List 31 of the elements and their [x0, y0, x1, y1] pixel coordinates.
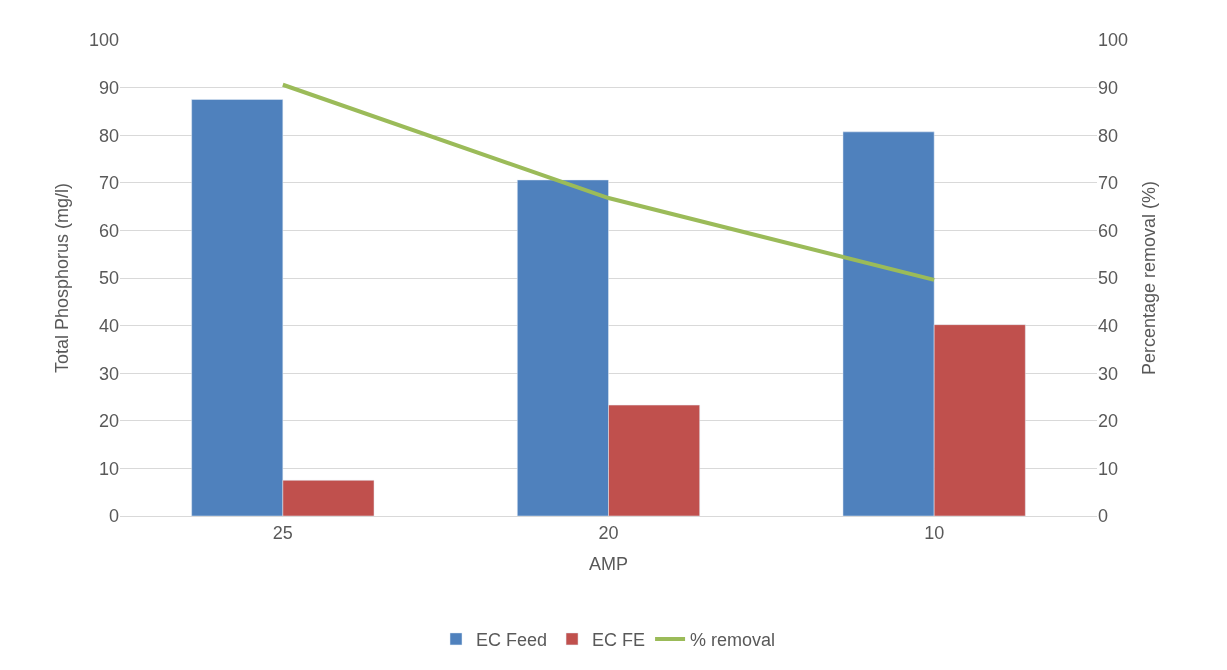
y2-tick-label: 100	[1098, 30, 1129, 51]
y-tick-label: 70	[98, 173, 119, 194]
y2-tick-label: 30	[1098, 363, 1119, 384]
y-tick-label: 40	[98, 315, 119, 336]
y-axis-title: Total Phosphorus (mg/l)	[52, 182, 73, 374]
y2-tick-label: 80	[1098, 125, 1119, 146]
y-tick-label: 30	[98, 363, 119, 384]
y-tick-label: 60	[98, 220, 119, 241]
legend-label: % removal	[690, 629, 776, 650]
y-tick-label: 0	[108, 506, 119, 527]
y-tick-label: 10	[98, 458, 119, 479]
x-tick-label: 25	[272, 522, 293, 543]
y-tick-label: 100	[88, 30, 119, 51]
y-tick-label: 90	[98, 77, 119, 98]
y2-tick-label: 90	[1098, 77, 1119, 98]
y2-tick-label: 40	[1098, 315, 1119, 336]
y2-tick-label: 10	[1098, 458, 1119, 479]
y2-tick-label: 70	[1098, 173, 1119, 194]
y2-tick-label: 50	[1098, 268, 1119, 289]
y-tick-label: 50	[98, 268, 119, 289]
y2-axis-title: Percentage removal (%)	[1139, 180, 1160, 376]
y-tick-label: 80	[98, 125, 119, 146]
y2-tick-label: 20	[1098, 411, 1119, 432]
y2-tick-label: 60	[1098, 220, 1119, 241]
x-tick-label: 20	[598, 522, 619, 543]
y-tick-label: 20	[98, 411, 119, 432]
legend-label: EC Feed	[476, 629, 548, 650]
x-tick-label: 10	[924, 522, 945, 543]
x-axis-title: AMP	[588, 553, 629, 574]
y2-tick-label: 0	[1098, 506, 1109, 527]
legend-label: EC FE	[592, 629, 646, 650]
